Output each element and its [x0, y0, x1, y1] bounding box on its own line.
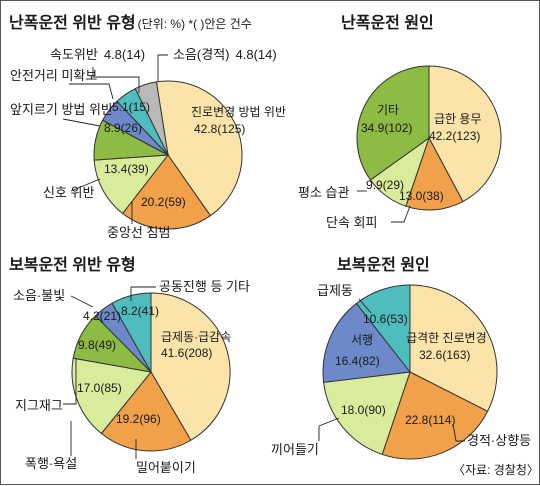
chart-3-leader-other: [130, 286, 156, 301]
chart-2-slice-4: [356, 65, 430, 181]
chart-4-callout-cutin: 끼어들기: [271, 442, 319, 457]
chart-1-callout-signal: 신호 위반: [43, 185, 94, 200]
chart-3-pie: [71, 292, 231, 452]
chart-3-slice-value-2: 19.2(96): [116, 412, 161, 426]
chart-3-slice-1: [150, 292, 231, 441]
chart-4-slice-value-3: 18.0(90): [341, 403, 386, 417]
chart-2-callout-evasion: 단속 회피: [326, 215, 377, 230]
chart-2-pie: [356, 65, 502, 211]
chart-1-labels: 진로변경 방법 위반 42.8(125) 20.2(59) 13.4(39) 8…: [10, 47, 286, 240]
chart-3-slice-value-4: 9.8(49): [78, 338, 116, 352]
chart-1-leader-overtake: [62, 118, 101, 127]
chart-2-slice-label-1: 급한 용무: [434, 112, 482, 126]
chart-3-slice-3: [71, 357, 152, 435]
chart-1-slice-value-3: 13.4(39): [104, 162, 149, 176]
chart-4-leader-cutin: [318, 417, 340, 441]
chart-2-slice-label-4: 기타: [377, 103, 399, 117]
chart-1-slice-2: [121, 154, 212, 230]
chart-1-title: 난폭운전 위반 유형 (단위: %) *( )안은 건수: [9, 13, 252, 32]
chart-1-slice-value-4: 8.9(26): [104, 121, 142, 135]
chart-1-callout-speeding: 속도위반 4.8(14): [50, 47, 145, 62]
chart-3-callout-noise: 소음·불빛: [13, 288, 65, 303]
chart-4-slice-label-4: 서행: [351, 332, 373, 347]
chart-4-title: 보복운전 원인: [337, 256, 430, 274]
chart-2-slice-1: [428, 65, 502, 203]
chart-1-pie: [93, 80, 243, 230]
chart-1-slice-value-5: 5.1(15): [112, 100, 150, 114]
chart-1-slice-label-1: 진로변경 방법 위반: [191, 105, 286, 119]
chart-2-callout-habit: 평소 습관: [298, 185, 349, 200]
chart-4-slice-value-4: 16.4(82): [335, 354, 380, 368]
chart-4-leader-brake: [358, 298, 372, 314]
chart-3-slice-value-6: 8.2(41): [121, 304, 159, 318]
chart-1-callout-distance: 안전거리 미확보: [10, 68, 97, 83]
chart-4-leader-horn: [452, 423, 465, 442]
chart-3-slice-label-1: 급제동·급감속: [161, 330, 231, 344]
chart-3-slice-value-5: 4.2(21): [83, 309, 121, 323]
chart-2-slice-value-2: 13.0(38): [399, 189, 444, 203]
chart-1-slice-value-2: 20.2(59): [141, 195, 186, 209]
chart-3-slice-value-1: 41.6(208): [161, 346, 212, 360]
chart-4-slice-value-2: 22.8(114): [405, 413, 455, 427]
chart-4-slice-5: [355, 284, 411, 374]
chart-4-slice-4: [322, 302, 411, 383]
chart-4-slice-value-5: 10.6(53): [363, 312, 408, 326]
chart-1-callout-overtake: 앞지르기 방법 위반: [10, 102, 113, 117]
chart-2-slice-value-3: 9.9(29): [366, 178, 404, 192]
chart-1-leader-horn: [157, 54, 168, 81]
chart-2-title: 난폭운전 원인: [341, 14, 434, 32]
chart-1-slice-3: [93, 154, 170, 215]
chart-3-callout-other: 공동진행 등 기타: [159, 279, 250, 294]
chart-2-labels: 급한 용무 42.2(123) 13.0(38) 9.9(29) 기타 34.9…: [298, 103, 482, 230]
chart-1-leader-distance: [69, 83, 114, 100]
chart-4-pie: [322, 284, 498, 460]
chart-3-leader-noise: [70, 295, 94, 308]
chart-3-leader-zigzag: [63, 359, 77, 405]
chart-4-slice-1: [409, 284, 498, 413]
chart-2-slice-2: [405, 136, 464, 211]
chart-3-callout-zigzag: 지그재그: [15, 398, 63, 413]
chart-3-title: 보복운전 위반 유형: [9, 255, 136, 274]
chart-1-slice-7: [134, 81, 169, 156]
chart-2-slice-value-4: 34.9(102): [361, 121, 412, 135]
chart-4-slice-3: [323, 371, 411, 456]
source-note: 〈자료: 경찰청〉: [453, 463, 539, 477]
chart-1-slice-value-1: 42.8(125): [194, 122, 245, 136]
chart-4-callout-brake: 급제동: [317, 283, 353, 298]
chart-2-slice-value-1: 42.2(123): [429, 129, 480, 143]
chart-3-callout-assault: 폭행·욕설: [25, 456, 77, 471]
chart-3-callout-push: 밀어붙이기: [136, 460, 196, 475]
chart-3-slice-2: [100, 371, 192, 452]
chart-4-slice-2: [381, 371, 489, 460]
chart-1-subtitle: (단위: %) *( )안은 건수: [138, 17, 252, 31]
chart-1-callout-horn: 소음(경적) 4.8(14): [173, 47, 277, 62]
chart-4-slice-value-1: 32.6(163): [419, 348, 470, 362]
chart-2-leader-evasion: [391, 205, 411, 223]
chart-1-leader-speeding: [92, 67, 140, 93]
chart-3-slice-value-3: 17.0(85): [77, 381, 122, 395]
chart-1-leader-signal: [70, 178, 101, 192]
chart-1-slice-1: [155, 80, 243, 217]
chart-3-labels: 급제동·급감속 41.6(208) 19.2(96) 17.0(85) 9.8(…: [13, 279, 250, 475]
chart-4-slice-label-1: 급격한 진로변경: [406, 331, 487, 345]
chart-4-labels: 급격한 진로변경 32.6(163) 22.8(114) 18.0(90) 서행…: [271, 283, 531, 457]
chart-4-callout-horn: 경적·상향등: [467, 433, 531, 448]
chart-1-callout-centerline: 중앙선 침범: [107, 225, 170, 240]
